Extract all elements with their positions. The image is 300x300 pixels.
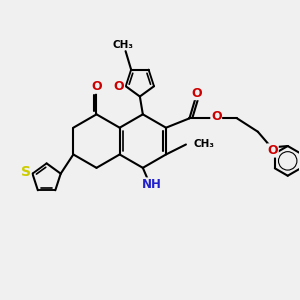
Text: CH₃: CH₃ bbox=[194, 140, 214, 149]
Text: CH₃: CH₃ bbox=[112, 40, 133, 50]
Text: O: O bbox=[211, 110, 221, 123]
Text: O: O bbox=[268, 144, 278, 157]
Text: NH: NH bbox=[142, 178, 162, 191]
Text: O: O bbox=[114, 80, 124, 93]
Text: O: O bbox=[192, 86, 202, 100]
Text: S: S bbox=[21, 165, 31, 179]
Text: O: O bbox=[91, 80, 102, 93]
